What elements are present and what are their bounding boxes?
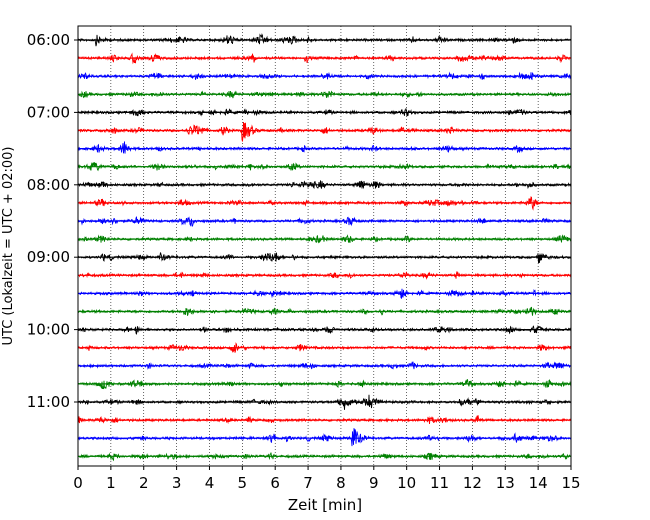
trace-line	[77, 52, 572, 65]
x-tick-label: 2	[139, 474, 149, 492]
x-tick-label: 0	[73, 474, 83, 492]
x-tick-label: 7	[303, 474, 313, 492]
x-tick-label: 10	[397, 474, 416, 492]
x-tick-label: 13	[496, 474, 515, 492]
y-tick-label: 07:00	[27, 103, 70, 121]
x-tick-label: 14	[529, 474, 548, 492]
grid-lines	[110, 26, 539, 466]
x-tick-label: 15	[561, 474, 580, 492]
y-tick-label: 06:00	[27, 31, 70, 49]
trace-line	[77, 452, 572, 462]
x-axis: 0 1 2 3 4 5 6 7 8 9 10 11 12 13 14 15	[73, 466, 581, 492]
y-tick-label: 09:00	[27, 248, 70, 266]
trace-line	[77, 121, 572, 142]
trace-line	[77, 215, 572, 227]
y-tick-label: 08:00	[27, 176, 70, 194]
y-axis: 06:00 07:00 08:00 09:00 10:00 11:00	[27, 31, 78, 411]
trace-line	[77, 71, 572, 81]
x-tick-label: 1	[106, 474, 116, 492]
seismogram-traces	[77, 33, 572, 462]
x-axis-label: Zeit [min]	[288, 496, 362, 514]
trace-line	[77, 141, 572, 154]
x-tick-label: 3	[172, 474, 182, 492]
x-tick-label: 4	[205, 474, 215, 492]
x-tick-label: 9	[369, 474, 379, 492]
y-axis-label: UTC (Lokalzeit = UTC + 02:00)	[1, 147, 16, 346]
trace-line	[77, 361, 572, 370]
x-tick-label: 12	[463, 474, 482, 492]
trace-line	[77, 324, 572, 335]
x-tick-label: 6	[270, 474, 280, 492]
plot-frame	[77, 25, 572, 467]
x-tick-label: 11	[430, 474, 449, 492]
trace-line	[77, 428, 572, 447]
y-tick-label: 11:00	[27, 393, 70, 411]
y-tick-label: 10:00	[27, 321, 70, 339]
x-tick-label: 5	[238, 474, 248, 492]
x-tick-label: 8	[336, 474, 346, 492]
